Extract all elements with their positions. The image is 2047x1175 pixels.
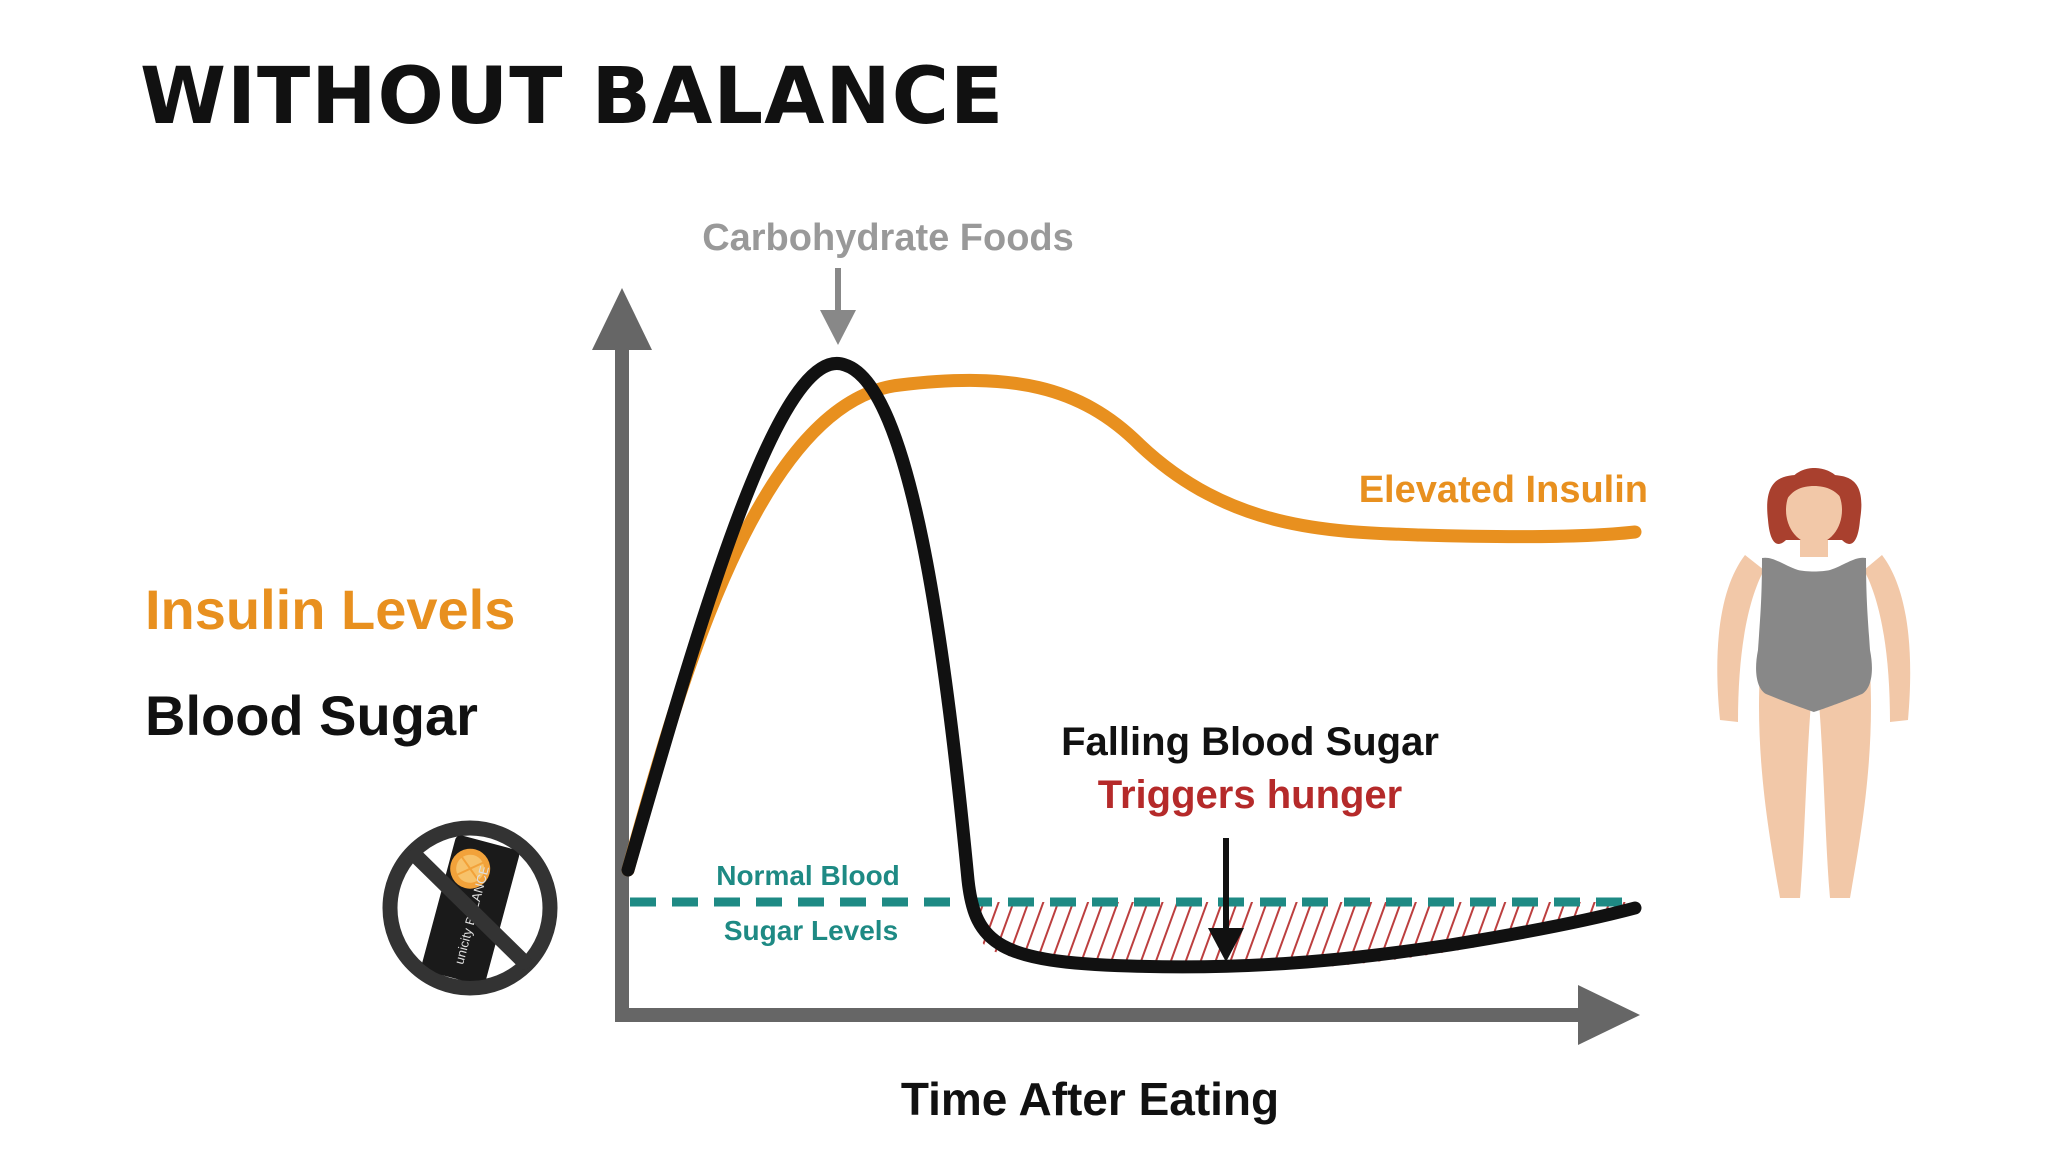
- insulin-curve: [621, 373, 1642, 877]
- sugar-levels-label: Sugar Levels: [724, 915, 898, 946]
- page-title: WITHOUT BALANCE: [140, 52, 1005, 142]
- hunger-region: [974, 902, 1635, 971]
- y-axis-arrowhead: [592, 288, 652, 350]
- falling-blood-sugar-label: Falling Blood Sugar: [1061, 720, 1439, 764]
- normal-blood-label: Normal Blood: [716, 860, 900, 891]
- x-axis-arrowhead: [1578, 985, 1640, 1045]
- triggers-hunger-label: Triggers hunger: [1098, 773, 1403, 817]
- legend-blood-sugar-label: Blood Sugar: [145, 684, 478, 747]
- carbohydrate-foods-label: Carbohydrate Foods: [702, 217, 1074, 259]
- x-axis-label: Time After Eating: [901, 1073, 1279, 1125]
- carbohydrate-arrowhead: [820, 310, 856, 345]
- axes: [592, 288, 1640, 1045]
- elevated-insulin-label: Elevated Insulin: [1359, 469, 1648, 511]
- woman-figure-icon: [1717, 468, 1911, 898]
- blood-sugar-curve: [621, 357, 1642, 974]
- legend-insulin-label: Insulin Levels: [145, 578, 516, 641]
- no-slash: [408, 848, 532, 970]
- hunger-arrowhead: [1208, 928, 1244, 962]
- no-product-icon: unicity BALANCE: [382, 820, 558, 996]
